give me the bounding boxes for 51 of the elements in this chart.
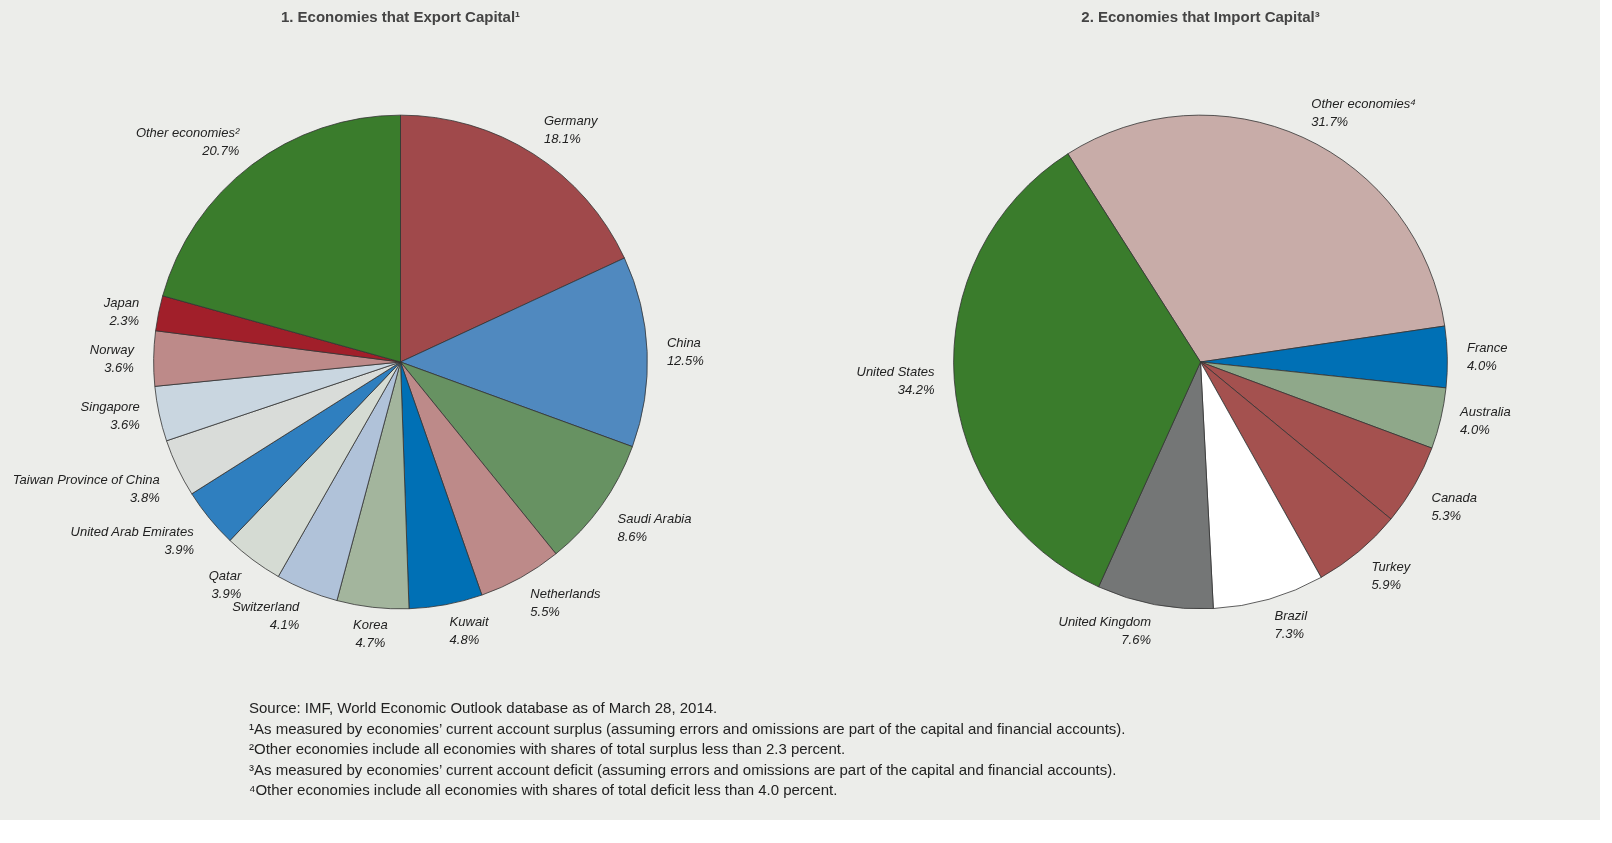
slice-label: Switzerland <box>232 599 301 615</box>
slice-label: Canada <box>1431 490 1478 506</box>
data-label: 2.3% <box>108 312 140 328</box>
data-label: 7.3% <box>1274 626 1305 642</box>
text: ³As measured by economies’ current account deficit (assuming errors and omissions are part of the capital and financial accounts). <box>248 760 1117 778</box>
slice-label: Kuwait <box>449 614 490 630</box>
slice-label: United Arab Emirates <box>70 524 195 540</box>
slice-label: Other economies² <box>135 124 240 140</box>
slice-label: Norway <box>89 341 136 357</box>
slice-label: Korea <box>353 616 388 632</box>
data-label: 5.9% <box>1371 576 1402 592</box>
data-label: 18.1% <box>543 130 581 146</box>
slice-label: Brazil <box>1274 608 1309 624</box>
slice-label: France <box>1467 340 1508 356</box>
data-label: 8.6% <box>617 529 648 544</box>
data-label: 12.5% <box>666 352 704 368</box>
data-label: 4.7% <box>355 634 386 650</box>
data-label: 5.3% <box>1431 508 1462 524</box>
slice-label: Singapore <box>80 399 140 415</box>
chart-title: 1. Economies that Export Capital¹ <box>280 7 521 25</box>
data-label: 20.7% <box>201 142 240 158</box>
slice-label: Netherlands <box>530 586 601 602</box>
slice-label: Taiwan Province of China <box>12 472 160 488</box>
data-label: 4.1% <box>269 617 300 633</box>
slice-label: China <box>666 334 701 350</box>
slice-label: Turkey <box>1371 558 1412 574</box>
data-label: 4.0% <box>1460 422 1490 438</box>
slice-label: Saudi Arabia <box>617 511 692 526</box>
text: ¹As measured by economies’ current account surplus (assuming errors and omissions are part of the capital and financial accounts). <box>248 719 1126 737</box>
data-label: 3.8% <box>130 490 160 506</box>
data-label: 3.9% <box>211 585 242 601</box>
text: ²Other economies include all economies with shares of total surplus less than 2.3 percent. <box>248 740 846 758</box>
data-label: 5.5% <box>530 604 560 620</box>
slice-label: Germany <box>543 112 599 128</box>
data-label: 31.7% <box>1311 113 1349 129</box>
data-label: 4.8% <box>449 632 480 648</box>
data-label: 3.6% <box>104 359 134 375</box>
data-label: 3.6% <box>110 417 140 433</box>
slice-label: United States <box>856 363 936 379</box>
slice-label: United Kingdom <box>1058 614 1152 630</box>
slice-label: Japan <box>102 294 140 310</box>
data-label: 4.0% <box>1467 358 1497 374</box>
data-label: 7.6% <box>1121 632 1152 648</box>
slice-label: Other economies⁴ <box>1311 95 1416 111</box>
data-label: 34.2% <box>897 381 935 397</box>
source-note: Source: IMF, World Economic Outlook database as of March 28, 2014. <box>248 699 718 717</box>
chart-title: 2. Economies that Import Capital³ <box>1081 7 1320 25</box>
text: ⁴Other economies include all economies with shares of total deficit less than 4.0 percent. <box>248 781 838 799</box>
slice-label: Australia <box>1459 404 1511 420</box>
data-label: 3.9% <box>164 542 195 558</box>
slice-label: Qatar <box>208 567 242 583</box>
